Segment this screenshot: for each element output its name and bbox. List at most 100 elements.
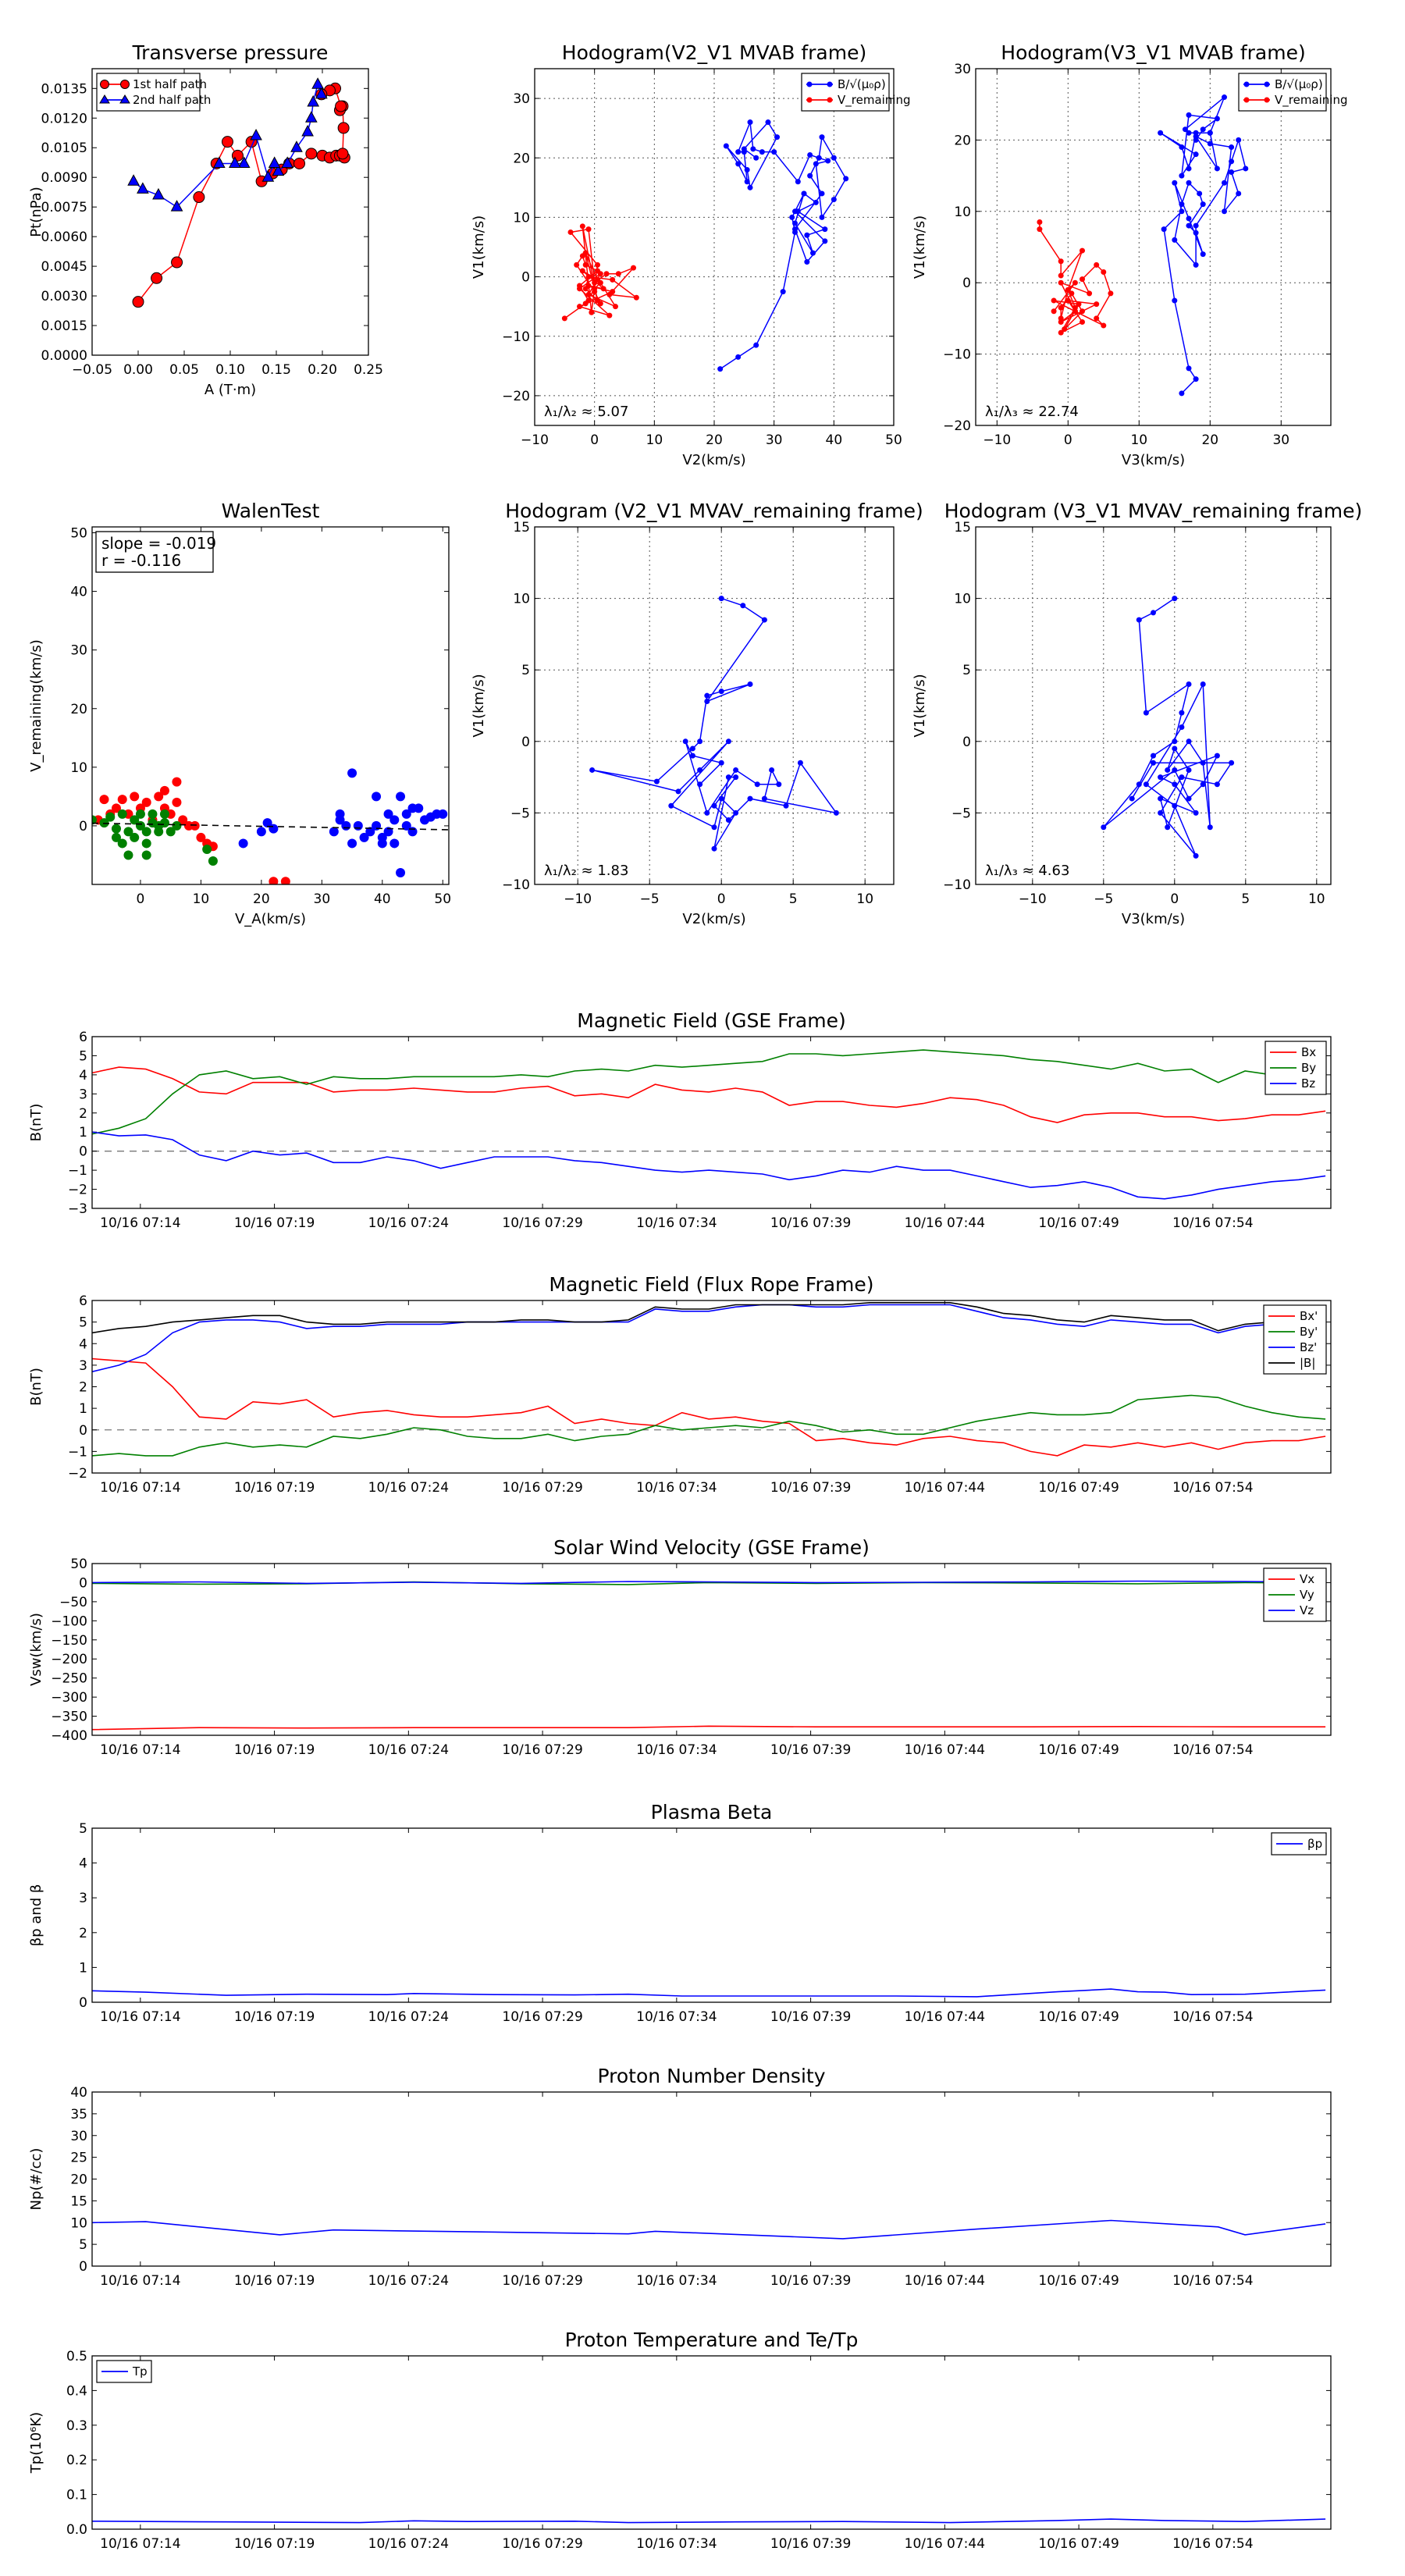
chart-beta: Plasma Beta 0 1 2 3 4 5 10/16 07:14 10/16 07:19 1… [28, 1801, 1332, 2025]
plot-area [561, 119, 849, 372]
data-point [1072, 279, 1078, 286]
y-tick-label: 0.0000 [41, 348, 87, 364]
data-point [733, 774, 739, 781]
data-point [396, 867, 406, 877]
data-point [774, 134, 780, 141]
data-point [130, 832, 140, 842]
data-point [819, 134, 825, 141]
data-point [250, 129, 262, 141]
data-point [675, 788, 681, 795]
plot-area [1101, 596, 1235, 859]
annotation-text: λ₁/λ₃ ≈ 4.63 [985, 863, 1069, 879]
data-point [272, 164, 285, 176]
x-tick-label: 0 [137, 891, 145, 907]
data-point [1069, 290, 1075, 297]
y-tick-label: −10 [943, 347, 971, 363]
x-tick-label: 10/16 07:54 [1172, 2273, 1253, 2289]
legend-label: 1st half path [133, 77, 207, 91]
data-point [1222, 180, 1227, 186]
data-point [585, 226, 592, 233]
data-point [1207, 141, 1213, 147]
y-tick-label: 0.2 [66, 2453, 87, 2468]
y-tick-label: 3 [79, 1087, 87, 1102]
data-point [132, 296, 144, 308]
data-point [1101, 824, 1107, 831]
data-point [238, 838, 248, 849]
data-point [347, 768, 357, 778]
data-point [754, 781, 760, 788]
plot-area [92, 1988, 1326, 1998]
data-point [372, 820, 382, 831]
y-tick-label: 15 [954, 520, 971, 535]
legend-label: Vy [1300, 1588, 1314, 1602]
x-tick-label: −5 [640, 891, 660, 907]
series-line-2 [92, 1304, 1326, 1372]
y-axis-label: V_remaining(km/s) [28, 639, 44, 772]
x-tick-label: 10/16 07:19 [234, 2536, 315, 2552]
y-tick-label: 0 [962, 276, 971, 291]
legend-label: Bz [1301, 1076, 1315, 1091]
y-tick-label: −20 [943, 418, 971, 434]
y-tick-label: −400 [51, 1728, 87, 1744]
data-point [1186, 681, 1192, 688]
data-point [148, 809, 158, 819]
data-point [725, 738, 731, 745]
data-point [1193, 137, 1199, 143]
x-tick-label: 10/16 07:49 [1038, 1480, 1119, 1496]
data-point [1186, 180, 1192, 186]
data-point [822, 238, 828, 244]
y-tick-label: 2 [79, 1380, 87, 1396]
x-tick-label: 10/16 07:54 [1172, 2536, 1253, 2552]
legend-marker [806, 97, 813, 103]
chart-title: Transverse pressure [132, 41, 329, 64]
y-tick-label: 20 [70, 702, 87, 717]
data-point [801, 190, 807, 197]
data-point [1172, 180, 1178, 186]
data-point [725, 817, 731, 824]
y-axis-label: V1(km/s) [471, 215, 487, 279]
data-point [159, 809, 169, 819]
data-point [1058, 258, 1064, 265]
x-tick-label: 10/16 07:24 [368, 2536, 449, 2552]
data-point [813, 199, 819, 205]
x-tick-label: 10/16 07:14 [100, 1480, 180, 1496]
y-tick-label: 15 [70, 2194, 87, 2209]
x-tick-label: −10 [564, 891, 592, 907]
data-point [723, 143, 729, 149]
x-tick-label: −0.05 [72, 362, 112, 378]
data-point [1101, 322, 1107, 329]
data-point [99, 795, 109, 805]
y-tick-label: −10 [502, 329, 530, 345]
data-point [567, 229, 574, 235]
data-point [577, 304, 582, 310]
y-tick-label: 3 [79, 1358, 87, 1374]
data-point [401, 809, 411, 819]
axes-frame [91, 526, 450, 885]
data-point [1200, 681, 1206, 688]
y-tick-label: 10 [513, 592, 530, 607]
y-tick-label: 10 [954, 205, 971, 220]
y-tick-label: 0.4 [66, 2383, 87, 2399]
data-point [1161, 226, 1167, 233]
x-tick-label: 10 [856, 891, 873, 907]
data-point [1229, 760, 1235, 766]
y-tick-label: 30 [954, 62, 971, 77]
annotation-box [95, 531, 214, 573]
data-point [130, 815, 140, 825]
data-point [154, 827, 164, 837]
x-tick-label: 10/16 07:29 [502, 2536, 582, 2552]
data-point [213, 156, 226, 168]
x-tick-label: 10/16 07:24 [368, 1742, 449, 1758]
legend-label: Bx [1301, 1045, 1316, 1059]
data-point [1065, 297, 1071, 304]
data-point [795, 179, 801, 185]
y-axis-label: Vsw(km/s) [28, 1613, 44, 1686]
annotation-text: λ₁/λ₂ ≈ 5.07 [544, 404, 628, 420]
data-point [377, 838, 387, 849]
series-line-0 [92, 1357, 1326, 1457]
data-point [711, 802, 717, 809]
data-point [347, 838, 357, 849]
axes-frame [534, 526, 895, 885]
data-point [1179, 173, 1185, 179]
